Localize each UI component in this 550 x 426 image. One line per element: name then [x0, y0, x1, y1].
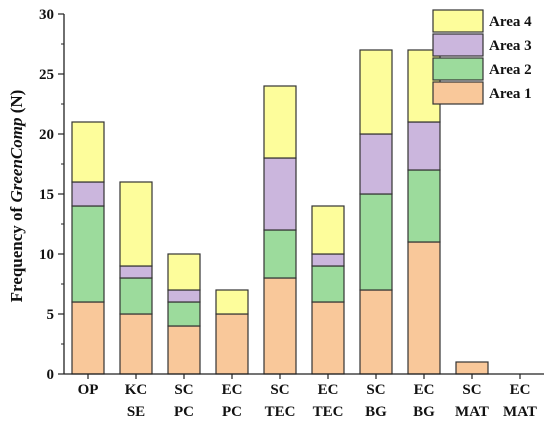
bar-segment-3-8 [407, 121, 441, 171]
bar-segment-3-3 [167, 289, 201, 303]
x-tick-label: EC [510, 382, 531, 398]
bar-segment-3-6 [311, 253, 345, 267]
legend-swatch [432, 57, 484, 81]
x-tick-label: MAT [455, 404, 489, 420]
x-tick-label: SC [270, 382, 289, 398]
bar-segment-1-5 [263, 277, 297, 375]
x-tick-label: SC [366, 382, 385, 398]
bar-segment-1-3 [167, 325, 201, 375]
y-axis-label: Frequency of GreenComp (N) [7, 90, 26, 303]
bar-segment-2-3 [167, 301, 201, 327]
bar-segment-1-4 [215, 313, 249, 375]
bar-segment-3-1 [71, 181, 105, 207]
legend-label: Area 2 [489, 62, 532, 78]
x-tick-label: MAT [503, 404, 537, 420]
legend-label: Area 1 [489, 86, 532, 102]
y-tick-label: 25 [39, 67, 54, 83]
bars [71, 49, 489, 375]
legend-swatch [432, 33, 484, 57]
x-tick-label: BG [413, 404, 435, 420]
legend-label: Area 4 [489, 14, 532, 30]
bar-segment-1-2 [119, 313, 153, 375]
bar-segment-2-8 [407, 169, 441, 243]
x-tick-label: PC [222, 404, 242, 420]
legend: Area 4 Area 3 Area 2 Area 1 [432, 9, 532, 105]
x-tick-label: EC [318, 382, 339, 398]
bar-segment-1-7 [359, 289, 393, 375]
bar-segment-4-7 [359, 49, 393, 135]
bar-segment-2-5 [263, 229, 297, 279]
bar-segment-3-5 [263, 157, 297, 231]
bar-segment-1-9 [455, 361, 489, 375]
x-tick-label: PC [174, 404, 194, 420]
legend-label: Area 3 [489, 38, 532, 54]
bar-segment-2-7 [359, 193, 393, 291]
y-tick-label: 5 [47, 307, 55, 323]
y-tick-label: 10 [39, 247, 54, 263]
y-axis-label-italic: GreenComp [7, 118, 26, 203]
bar-segment-2-6 [311, 265, 345, 303]
x-tick-label: BG [365, 404, 387, 420]
bar-segment-3-7 [359, 133, 393, 195]
x-tick-label: SC [174, 382, 193, 398]
x-tick-label: SE [127, 404, 145, 420]
y-tick-label: 0 [47, 367, 55, 383]
x-tick-label: EC [222, 382, 243, 398]
legend-swatch [432, 81, 484, 105]
legend-swatch [432, 9, 484, 33]
svg-text:Frequency of GreenComp (N): Frequency of GreenComp (N) [7, 90, 26, 303]
bar-segment-4-3 [167, 253, 201, 291]
x-tick-label: KC [125, 382, 148, 398]
bar-segment-3-2 [119, 265, 153, 279]
y-axis-label-prefix: Frequency of [7, 203, 26, 303]
bar-segment-2-1 [71, 205, 105, 303]
y-tick-label: 30 [39, 7, 54, 23]
x-tick-label: EC [414, 382, 435, 398]
bar-segment-4-2 [119, 181, 153, 267]
y-tick-label: 15 [39, 187, 54, 203]
axes: 0 5 10 15 20 25 30 OP KC SE SC PC EC PC SC TEC EC TEC SC BG… [39, 7, 544, 420]
bar-segment-4-6 [311, 205, 345, 255]
bar-segment-4-1 [71, 121, 105, 183]
bar-segment-4-4 [215, 289, 249, 315]
y-axis-label-suffix: (N) [7, 90, 26, 118]
bar-segment-1-8 [407, 241, 441, 375]
x-tick-label: TEC [313, 404, 344, 420]
y-tick-label: 20 [39, 127, 54, 143]
bar-segment-2-2 [119, 277, 153, 315]
x-tick-label: TEC [265, 404, 296, 420]
bar-segment-1-6 [311, 301, 345, 375]
x-tick-label: SC [462, 382, 481, 398]
x-tick-label: OP [78, 382, 99, 398]
bar-segment-4-5 [263, 85, 297, 159]
bar-segment-1-1 [71, 301, 105, 375]
